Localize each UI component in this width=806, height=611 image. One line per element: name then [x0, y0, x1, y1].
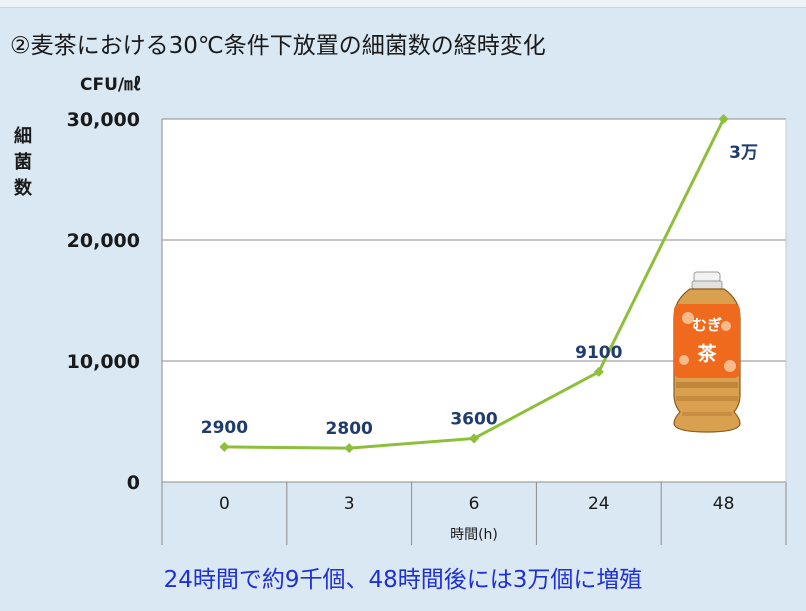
x-axis-label: 時間(h) [450, 527, 498, 543]
y-tick-label: 30,000 [67, 109, 140, 131]
data-point [469, 433, 479, 444]
y-tick-label: 0 [127, 472, 140, 494]
barley-tea-bottle-icon: むぎ 茶 [673, 271, 741, 433]
bottle-label-1: むぎ [692, 316, 722, 334]
chart-title: ②麦茶における30℃条件下放置の細菌数の経時変化 [10, 33, 546, 59]
data-label: 2800 [326, 419, 373, 439]
x-tick-label: 24 [588, 494, 610, 514]
data-label: 3万 [729, 143, 758, 163]
data-labels: 2900 2800 3600 9100 3万 [201, 143, 758, 439]
axes [161, 119, 787, 545]
top-rule [0, 0, 806, 8]
x-tick-labels: 0 3 6 24 48 [219, 494, 734, 514]
data-label: 3600 [450, 409, 497, 429]
x-tick-label: 3 [344, 494, 355, 514]
data-point [344, 443, 355, 454]
unit-label: CFU/㎖ [80, 75, 142, 95]
data-point [219, 441, 230, 452]
y-tick-label: 10,000 [67, 351, 140, 373]
x-tick-label: 48 [713, 494, 735, 514]
y-axis-label: 細菌数 [14, 126, 32, 199]
y-tick-labels: 0 10,000 20,000 30,000 [67, 109, 140, 494]
conclusion-text: 24時間で約9千個、48時間後には3万個に増殖 [163, 567, 643, 593]
y-tick-label: 20,000 [67, 230, 140, 252]
data-point [718, 114, 729, 124]
x-tick-label: 0 [219, 494, 230, 514]
data-point [593, 366, 604, 377]
bottle-label-2: 茶 [697, 342, 717, 365]
data-label: 2900 [201, 418, 248, 438]
data-label: 9100 [575, 343, 622, 363]
x-tick-label: 6 [469, 494, 480, 514]
data-points [219, 114, 729, 454]
